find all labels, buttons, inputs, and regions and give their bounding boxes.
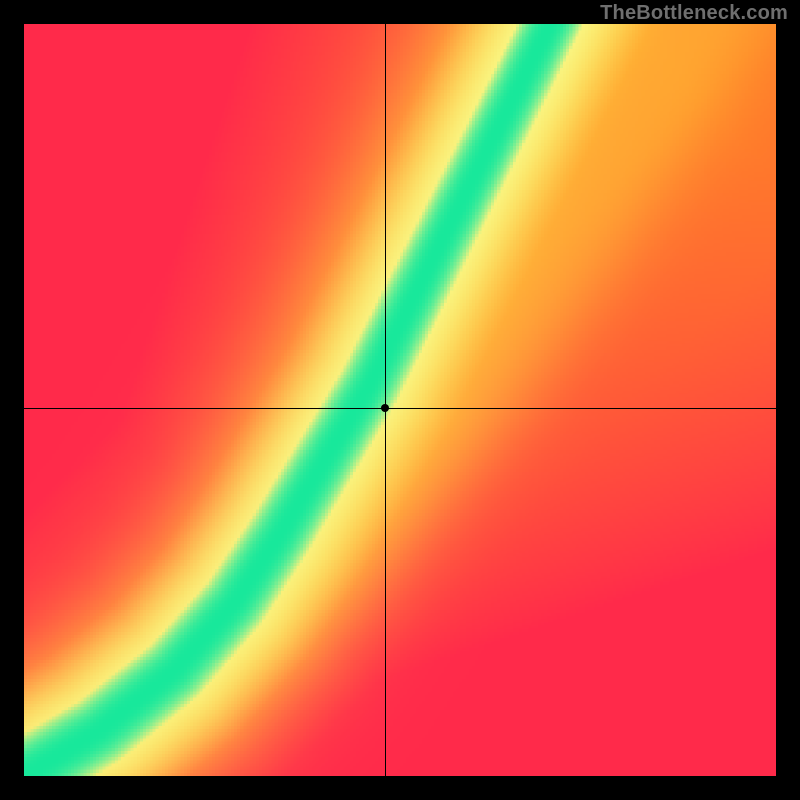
watermark-text: TheBottleneck.com [600, 2, 788, 25]
bottleneck-heatmap [24, 24, 776, 776]
heatmap-frame [24, 24, 776, 776]
